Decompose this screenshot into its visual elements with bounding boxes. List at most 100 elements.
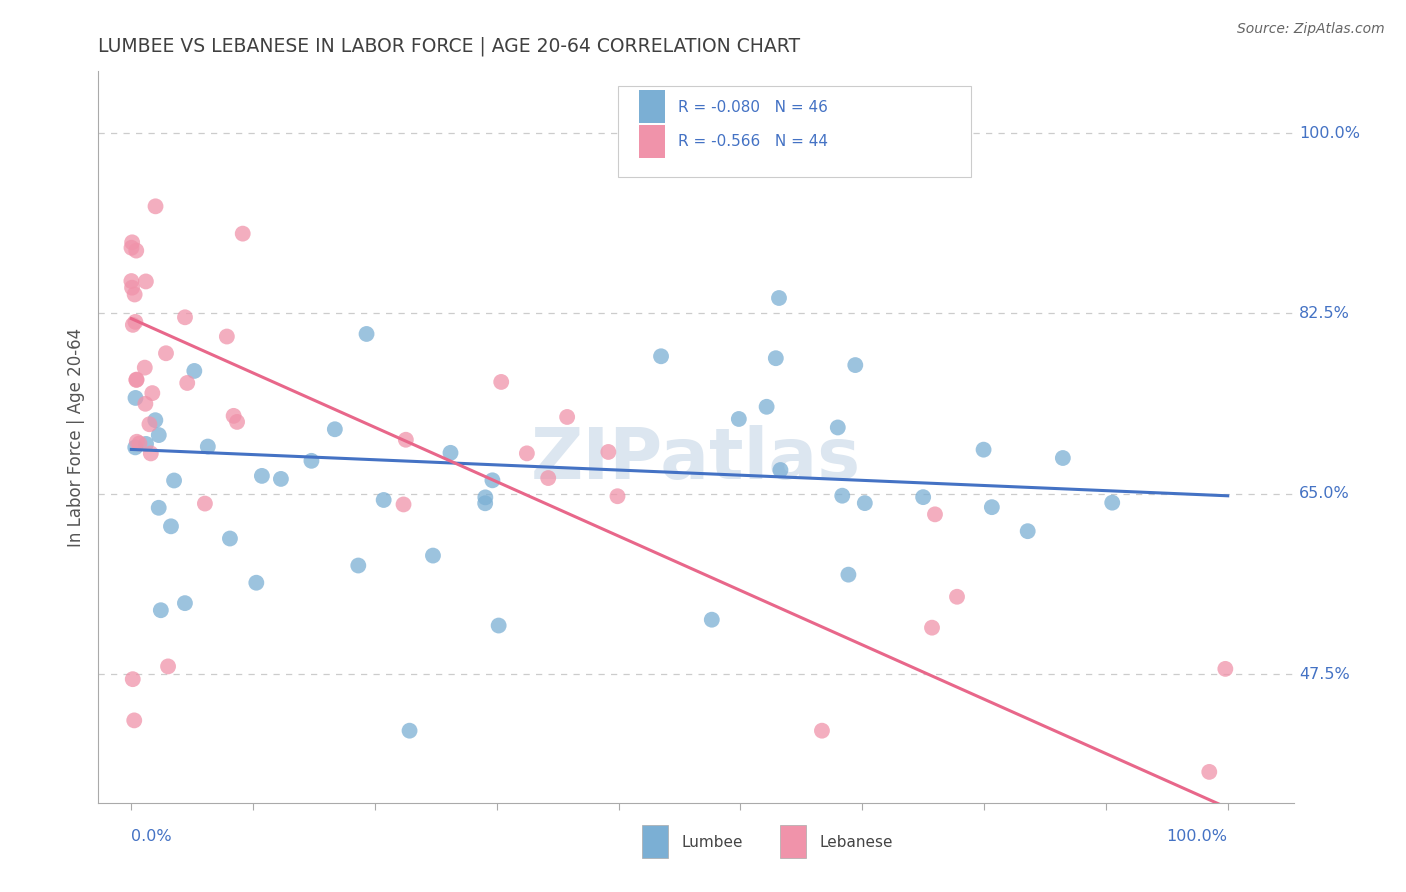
Point [121, 235, 143, 250]
Point [837, 567, 859, 582]
Point [700, 613, 723, 627]
Text: R = -0.566   N = 44: R = -0.566 N = 44 [678, 134, 828, 149]
Point [356, 326, 378, 341]
Point [270, 472, 292, 486]
Point [134, 397, 156, 411]
Text: Lebanese: Lebanese [820, 835, 893, 850]
Point [347, 558, 370, 573]
Text: 82.5%: 82.5% [1299, 306, 1350, 321]
Text: R = -0.080   N = 46: R = -0.080 N = 46 [678, 100, 828, 115]
Point [122, 318, 145, 332]
Point [768, 291, 790, 305]
Point [135, 275, 157, 289]
Point [197, 440, 219, 454]
Point [946, 590, 969, 604]
Point [157, 659, 180, 673]
Point [323, 422, 346, 436]
Point [121, 241, 143, 255]
Point [138, 417, 160, 432]
Point [474, 496, 496, 510]
Text: Lumbee: Lumbee [682, 835, 744, 850]
Point [245, 575, 267, 590]
Point [250, 469, 273, 483]
Point [139, 446, 162, 460]
Point [924, 508, 946, 522]
Point [148, 428, 170, 442]
Point [1215, 662, 1237, 676]
Text: Source: ZipAtlas.com: Source: ZipAtlas.com [1237, 22, 1385, 37]
Text: 65.0%: 65.0% [1299, 486, 1350, 501]
Point [122, 714, 145, 728]
Point [921, 621, 943, 635]
Point [125, 244, 148, 258]
Point [373, 493, 395, 508]
Point [1052, 450, 1074, 465]
Point [853, 496, 876, 510]
Point [194, 497, 217, 511]
Point [827, 420, 849, 434]
Point [489, 375, 512, 389]
FancyBboxPatch shape [638, 90, 665, 123]
Point [1017, 524, 1039, 539]
Point [537, 471, 560, 485]
Text: 47.5%: 47.5% [1299, 666, 1350, 681]
Point [143, 413, 166, 427]
Point [392, 498, 415, 512]
Point [155, 346, 177, 360]
Point [765, 351, 787, 366]
Point [215, 329, 238, 343]
Point [481, 473, 503, 487]
Point [301, 454, 323, 468]
Point [811, 723, 834, 738]
Point [176, 376, 198, 390]
Point [755, 400, 778, 414]
Point [555, 409, 578, 424]
Point [398, 723, 420, 738]
Point [145, 199, 167, 213]
Point [973, 442, 995, 457]
Point [125, 373, 148, 387]
Text: 0.0%: 0.0% [131, 829, 172, 844]
Text: ZIPatlas: ZIPatlas [531, 425, 860, 493]
Point [135, 437, 157, 451]
Point [174, 596, 197, 610]
Point [141, 386, 163, 401]
Point [488, 618, 510, 632]
Point [980, 500, 1002, 515]
Point [439, 446, 461, 460]
Point [232, 227, 254, 241]
Point [650, 349, 672, 363]
Point [422, 549, 444, 563]
Point [134, 360, 156, 375]
Point [125, 434, 148, 449]
Point [125, 373, 148, 387]
Point [149, 603, 172, 617]
FancyBboxPatch shape [643, 825, 668, 858]
Point [606, 489, 628, 503]
Point [160, 519, 183, 533]
Point [598, 445, 620, 459]
Point [727, 412, 749, 426]
Point [124, 391, 146, 405]
Point [163, 474, 186, 488]
Point [474, 491, 496, 505]
Text: LUMBEE VS LEBANESE IN LABOR FORCE | AGE 20-64 CORRELATION CHART: LUMBEE VS LEBANESE IN LABOR FORCE | AGE … [98, 37, 800, 56]
Point [219, 532, 242, 546]
Point [769, 463, 792, 477]
Point [1198, 764, 1220, 779]
Point [222, 409, 245, 423]
Point [912, 490, 935, 504]
FancyBboxPatch shape [619, 86, 972, 178]
Point [121, 281, 143, 295]
Point [121, 672, 143, 686]
Text: 100.0%: 100.0% [1167, 829, 1227, 844]
Point [831, 489, 853, 503]
Point [128, 436, 150, 450]
Point [124, 315, 146, 329]
Point [226, 415, 249, 429]
Y-axis label: In Labor Force | Age 20-64: In Labor Force | Age 20-64 [66, 327, 84, 547]
Point [124, 287, 146, 301]
Text: 100.0%: 100.0% [1299, 126, 1360, 141]
FancyBboxPatch shape [638, 125, 665, 158]
Point [516, 446, 538, 460]
